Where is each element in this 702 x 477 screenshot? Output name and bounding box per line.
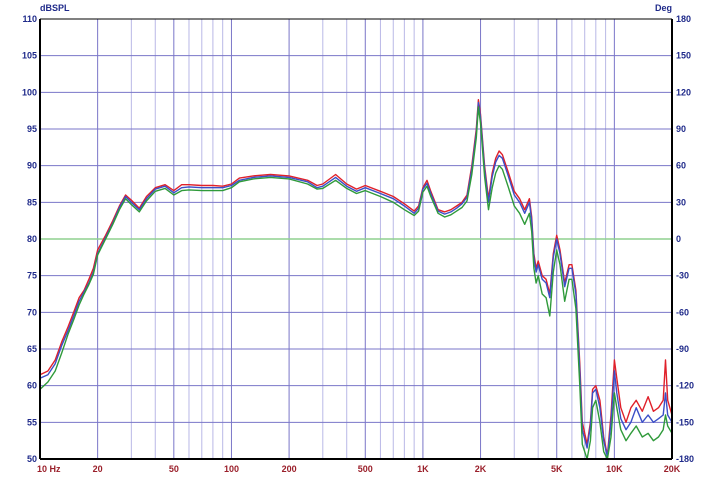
y-tick-label: 55: [27, 417, 37, 427]
series-line-1: [39, 98, 673, 456]
x-tick-label: 100: [224, 464, 239, 474]
x-tick-label: 200: [282, 464, 297, 474]
y-tick-label: 80: [27, 234, 37, 244]
y-tick-label: 95: [27, 124, 37, 134]
y2-tick-label: -180: [676, 454, 694, 464]
y-tick-labels: 110 105 100 95 90 85 80 75 70 65 60 55 50: [22, 14, 37, 464]
y2-tick-label: 60: [676, 161, 686, 171]
series-line-2: [39, 101, 673, 458]
x-tick-label: 20: [93, 464, 103, 474]
x-tick-label: 10 Hz: [37, 464, 61, 474]
y-axis-label: dBSPL: [40, 3, 70, 13]
y2-tick-label: 120: [676, 87, 691, 97]
x-tick-label: 500: [358, 464, 373, 474]
axes: [39, 18, 673, 460]
x-tick-label: 10K: [606, 464, 623, 474]
y2-axis-label: Deg: [655, 3, 672, 13]
x-tick-label: 5K: [551, 464, 563, 474]
series-line-3: [39, 106, 673, 460]
x-tick-label: 2K: [475, 464, 487, 474]
y-tick-label: 65: [27, 344, 37, 354]
y2-tick-label: -30: [676, 271, 689, 281]
y-tick-label: 110: [22, 14, 37, 24]
y-tick-label: 75: [27, 271, 37, 281]
y2-tick-label: 30: [676, 197, 686, 207]
y-tick-label: 100: [22, 87, 37, 97]
x-tick-labels: 10 Hz 20 50 100 200 500 1K 2K 5K 10K 20K: [37, 464, 681, 474]
series-group: [39, 98, 673, 460]
x-tick-label: 1K: [417, 464, 429, 474]
y2-tick-label: -60: [676, 307, 689, 317]
y2-tick-label: 180: [676, 14, 691, 24]
y-tick-label: 70: [27, 307, 37, 317]
y-tick-label: 90: [27, 161, 37, 171]
y-tick-label: 50: [27, 454, 37, 464]
y2-tick-label: -120: [676, 381, 694, 391]
y-tick-label: 60: [27, 381, 37, 391]
y2-tick-labels: 180 150 120 90 60 30 0 -30 -60 -90 -120 -150 -180: [676, 14, 694, 464]
x-tick-label: 20K: [664, 464, 681, 474]
y2-tick-label: 90: [676, 124, 686, 134]
x-tick-label: 50: [169, 464, 179, 474]
y2-tick-label: -150: [676, 417, 694, 427]
y-tick-label: 85: [27, 197, 37, 207]
y-tick-label: 105: [22, 51, 37, 61]
y2-tick-label: 0: [676, 234, 681, 244]
y2-tick-label: 150: [676, 51, 691, 61]
y2-tick-label: -90: [676, 344, 689, 354]
